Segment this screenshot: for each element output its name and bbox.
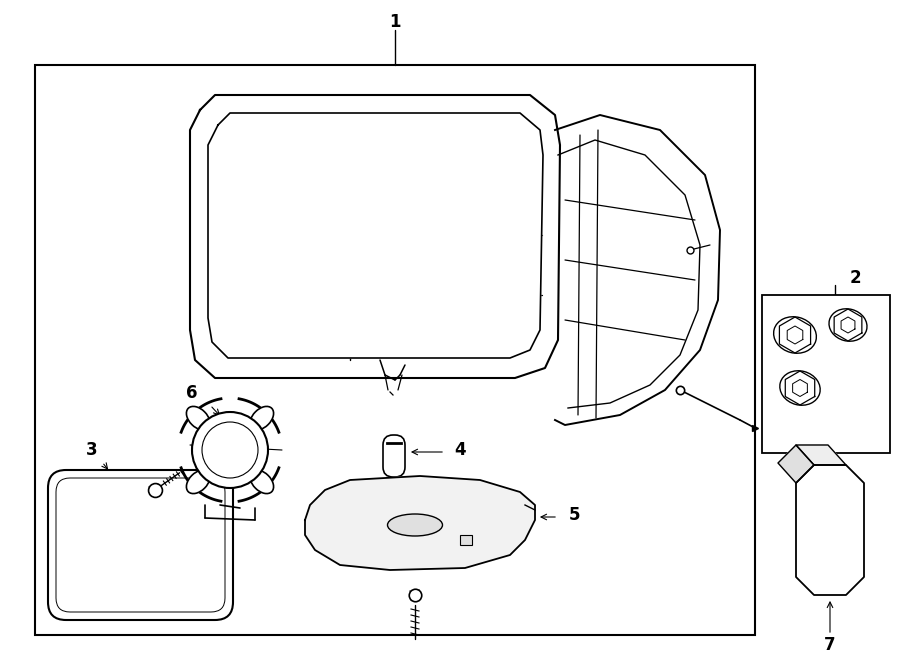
Bar (460, 535, 472, 545)
Ellipse shape (829, 309, 867, 341)
Ellipse shape (186, 407, 210, 430)
Ellipse shape (779, 371, 820, 405)
FancyBboxPatch shape (48, 470, 233, 620)
Bar (762, 295, 890, 453)
Ellipse shape (186, 470, 210, 494)
Text: 1: 1 (389, 13, 400, 31)
Text: 3: 3 (86, 441, 98, 459)
FancyBboxPatch shape (56, 478, 225, 612)
Text: 2: 2 (850, 269, 860, 287)
Ellipse shape (250, 470, 274, 494)
Polygon shape (208, 113, 543, 358)
Ellipse shape (774, 317, 816, 353)
Ellipse shape (250, 407, 274, 430)
Circle shape (202, 422, 258, 478)
Bar (35, 65, 755, 635)
Ellipse shape (388, 514, 443, 536)
FancyBboxPatch shape (383, 435, 405, 477)
Text: 5: 5 (569, 506, 580, 524)
Polygon shape (778, 445, 814, 483)
Circle shape (192, 412, 268, 488)
Text: 7: 7 (824, 636, 836, 654)
Text: 4: 4 (454, 441, 466, 459)
Polygon shape (305, 476, 535, 570)
Polygon shape (796, 465, 864, 595)
Text: 6: 6 (186, 384, 198, 402)
Polygon shape (796, 445, 846, 465)
Polygon shape (190, 95, 560, 378)
